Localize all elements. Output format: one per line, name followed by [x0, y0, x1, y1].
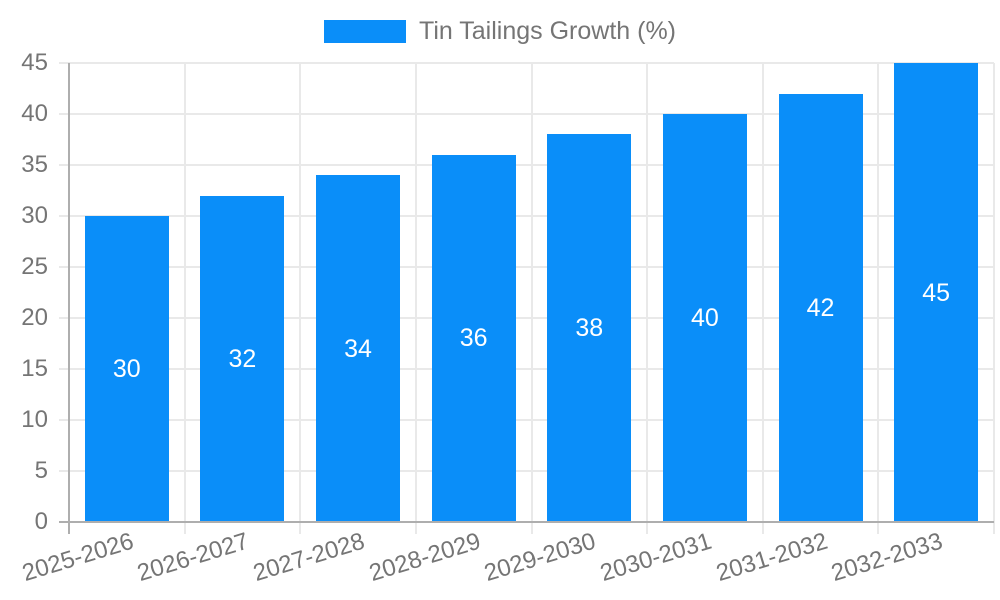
v-gridline	[646, 63, 649, 534]
bar[interactable]	[894, 63, 979, 522]
bar-value-label: 30	[112, 355, 141, 383]
v-gridline	[183, 63, 186, 534]
y-tick-label: 10	[21, 406, 48, 433]
h-gridline	[59, 419, 994, 421]
bar[interactable]	[84, 216, 169, 522]
bar-value-label: 36	[459, 324, 488, 353]
v-gridline	[993, 63, 995, 534]
bar[interactable]	[431, 154, 516, 522]
legend[interactable]: Tin Tailings Growth (%)	[0, 19, 1000, 44]
h-gridline	[59, 317, 994, 319]
x-axis-border	[69, 521, 994, 523]
h-gridline	[59, 215, 994, 217]
v-gridline	[530, 63, 533, 534]
v-gridline	[414, 63, 417, 534]
y-tick-label: 45	[21, 49, 48, 76]
bar-value-label: 42	[806, 293, 835, 322]
bar-value-label: 40	[691, 304, 719, 332]
bar[interactable]	[200, 195, 285, 522]
bar[interactable]	[316, 175, 401, 522]
bar-value-label: 38	[575, 314, 604, 343]
y-tick-label: 5	[34, 457, 48, 484]
v-gridline	[299, 63, 302, 534]
v-gridline	[877, 63, 880, 534]
h-gridline	[59, 470, 994, 472]
bar[interactable]	[662, 114, 747, 522]
legend-label[interactable]: Tin Tailings Growth (%)	[418, 17, 677, 45]
h-gridline	[59, 266, 994, 268]
y-tick-label: 0	[34, 508, 48, 535]
y-tick-label: 20	[21, 304, 48, 331]
y-tick-label: 15	[21, 355, 48, 382]
y-tick-label: 35	[21, 151, 48, 178]
bar-value-label: 45	[922, 278, 951, 307]
y-tick-label: 25	[21, 253, 48, 280]
v-gridline	[761, 63, 764, 534]
h-gridline	[59, 62, 994, 64]
h-gridline	[59, 164, 994, 166]
bar-value-label: 34	[344, 334, 372, 363]
h-gridline	[59, 368, 994, 370]
legend-swatch[interactable]	[323, 20, 406, 43]
bar[interactable]	[547, 134, 632, 522]
bar[interactable]	[778, 93, 863, 522]
y-axis-line	[68, 63, 70, 534]
h-gridline	[59, 113, 994, 115]
y-tick-label: 40	[21, 100, 48, 127]
bar-value-label: 32	[228, 344, 257, 373]
y-tick-label: 30	[21, 202, 48, 229]
